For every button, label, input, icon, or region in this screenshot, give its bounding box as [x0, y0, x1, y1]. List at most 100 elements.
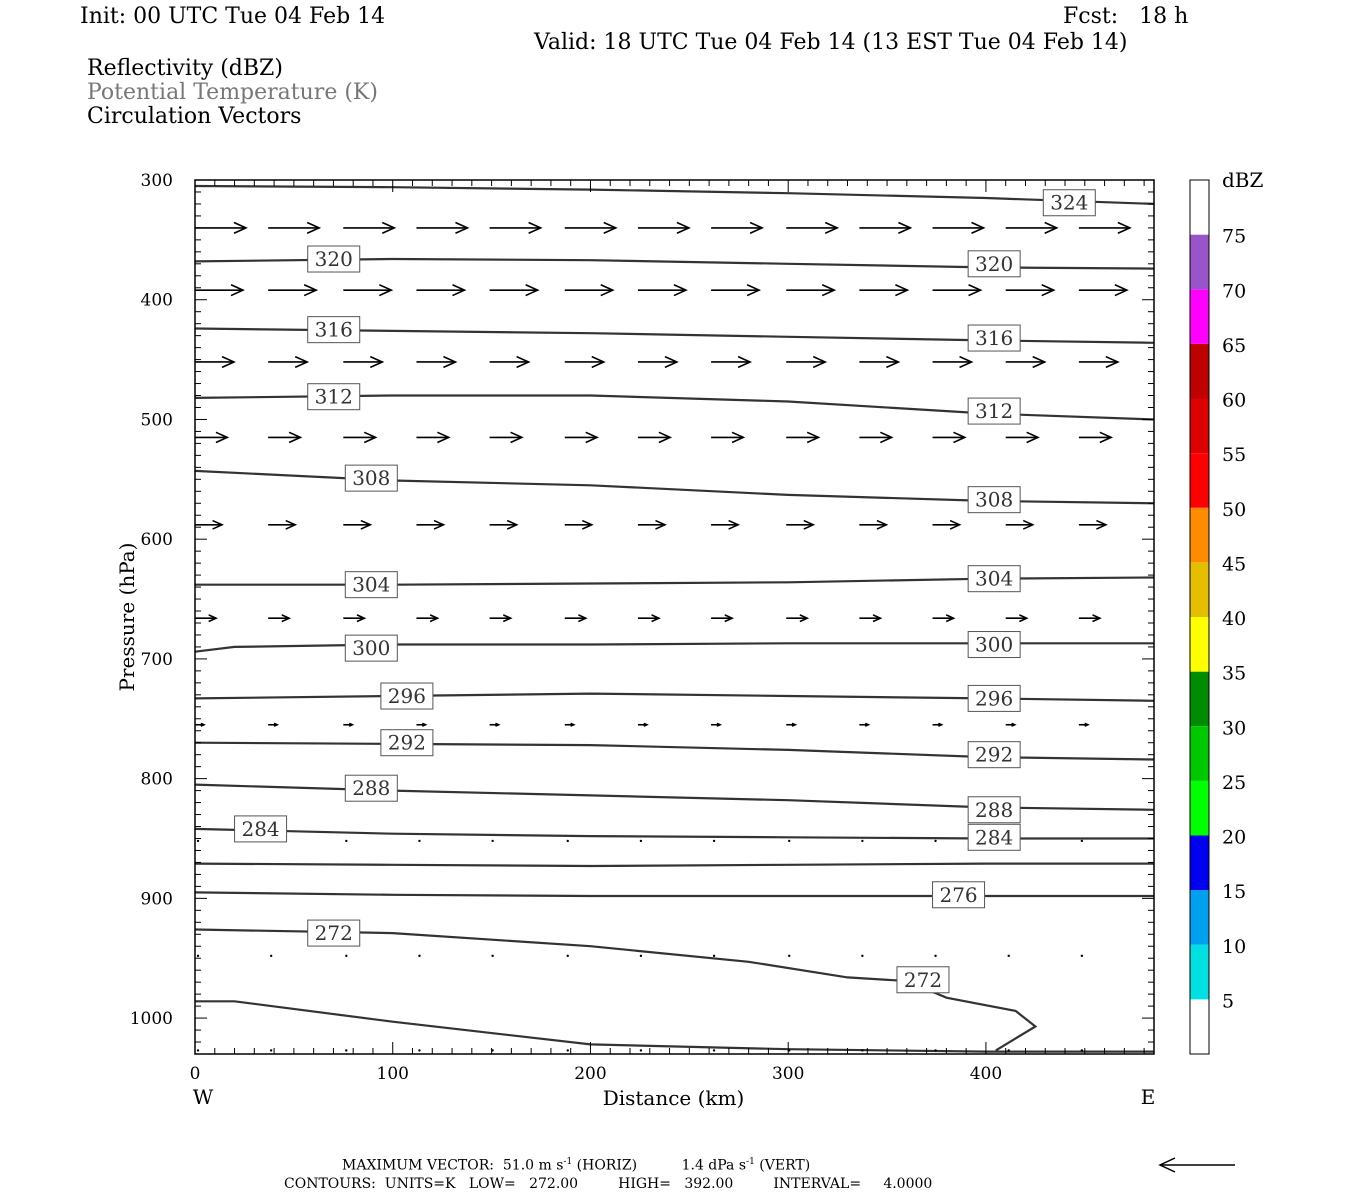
vector-head: [303, 284, 319, 297]
colorbar-swatch: [1190, 999, 1209, 1054]
vector-head: [737, 355, 753, 369]
colorbar-swatch: [1190, 835, 1209, 891]
vector-dot: [1007, 1049, 1010, 1052]
colorbar-title: dBZ: [1222, 168, 1264, 192]
contour-label-box: [344, 464, 398, 492]
contour-label-300: 300: [352, 636, 390, 660]
vector-head: [525, 284, 540, 297]
vector-dot: [418, 1049, 421, 1052]
vector-dot: [712, 954, 716, 958]
forecast-hour: Fcst: 18 h: [1063, 4, 1189, 29]
vector-head: [880, 431, 894, 444]
contour-label-296: 296: [388, 684, 426, 708]
contour-label-304: 304: [975, 567, 1013, 591]
init-time: Init: 00 UTC Tue 04 Feb 14: [80, 4, 386, 29]
colorbar-label: 15: [1222, 881, 1246, 903]
colorbar-swatch: [1190, 890, 1209, 945]
vector-dot: [639, 839, 643, 843]
plot-frame: [194, 179, 1155, 1055]
vector-head: [959, 355, 974, 369]
vector-head: [864, 722, 871, 727]
field-reflectivity: Reflectivity (dBZ): [87, 56, 283, 81]
contour-label-320: 320: [315, 247, 353, 271]
contour-label-316: 316: [315, 318, 353, 342]
vector-head: [455, 221, 470, 235]
vector-head: [510, 431, 524, 444]
y-tick-label: 700: [141, 650, 173, 670]
vector-dot: [418, 839, 421, 843]
vector-head: [716, 722, 723, 727]
vector-head: [821, 284, 837, 297]
contour-label-box: [1042, 189, 1096, 217]
colorbar-swatch: [1190, 780, 1209, 836]
vector-head: [285, 519, 298, 530]
vector-head: [1105, 355, 1120, 369]
vector-head: [208, 614, 218, 623]
colorbar-label: 35: [1222, 663, 1246, 685]
contour-label-box: [307, 383, 361, 411]
contour-label-316: 316: [975, 326, 1013, 350]
x-tick-label: 100: [377, 1064, 409, 1084]
colorbar-label: 10: [1222, 936, 1246, 958]
contour-label-box: [967, 823, 1021, 851]
vector-head: [658, 431, 673, 444]
field-circulation-vectors: Circulation Vectors: [87, 104, 302, 129]
contour-label-box: [967, 250, 1021, 278]
vector-head: [433, 519, 446, 530]
vector-dot: [934, 839, 937, 843]
vector-dot: [269, 1049, 273, 1052]
contour-label-box: [967, 684, 1021, 712]
vector-head: [749, 221, 765, 235]
vector-head: [886, 355, 901, 369]
colorbar-swatch: [1190, 617, 1209, 672]
contour-label-308: 308: [352, 466, 390, 490]
vector-head: [421, 722, 428, 727]
contour-label-box: [344, 571, 398, 599]
x-tick-label: 400: [970, 1064, 1002, 1084]
contour-label-272: 272: [315, 921, 353, 945]
contour-label-284: 284: [241, 817, 279, 841]
contours-footer: CONTOURS: UNITS=K LOW= 272.00 HIGH= 392.…: [284, 1176, 933, 1192]
contour-276: [194, 891, 1154, 898]
vector-head: [369, 355, 385, 369]
vector-dot: [1080, 839, 1084, 843]
vector-head: [724, 614, 735, 623]
contour-label-288: 288: [352, 776, 390, 800]
contour-label-276: 276: [939, 883, 977, 907]
vector-head: [971, 221, 986, 235]
max-vector-footer: MAXIMUM VECTOR: 51.0 m s-1 (HORIZ) 1.4 d…: [342, 1157, 811, 1174]
vector-dot: [712, 839, 716, 843]
vector-dot: [1007, 954, 1010, 958]
contour-label-288: 288: [975, 798, 1013, 822]
vector-head: [230, 284, 245, 297]
colorbar-swatch: [1190, 562, 1209, 617]
vector-head: [288, 431, 303, 444]
colorbar-label: 40: [1222, 608, 1246, 630]
vector-head: [791, 722, 798, 727]
colorbar-swatch: [1190, 398, 1209, 454]
colorbar-swatch: [1190, 453, 1209, 508]
colorbar-label: 45: [1222, 553, 1246, 575]
vector-head: [356, 614, 367, 623]
vector-head: [215, 431, 230, 444]
y-tick-label: 500: [141, 410, 173, 430]
vector-dot: [566, 1049, 569, 1052]
vector-dot: [934, 954, 937, 958]
vector-head: [655, 519, 667, 530]
colorbar-label: 25: [1222, 772, 1246, 794]
contour-label-304: 304: [352, 573, 390, 597]
colorbar-swatch: [1190, 671, 1209, 727]
vector-head: [506, 519, 519, 530]
vector-dot: [345, 954, 348, 958]
vector-dot: [566, 954, 569, 958]
vector-dot: [196, 954, 200, 958]
y-tick-label: 300: [141, 171, 173, 191]
vector-head: [1117, 221, 1132, 235]
vector-head: [643, 722, 649, 727]
vector-head: [945, 614, 956, 623]
vector-head: [1022, 519, 1035, 530]
vector-head: [803, 519, 816, 530]
contour-labels: 324 320 320 316 316 312 312 308 308 304 304 300 300 2…: [234, 189, 1096, 994]
vector-head: [949, 519, 962, 530]
